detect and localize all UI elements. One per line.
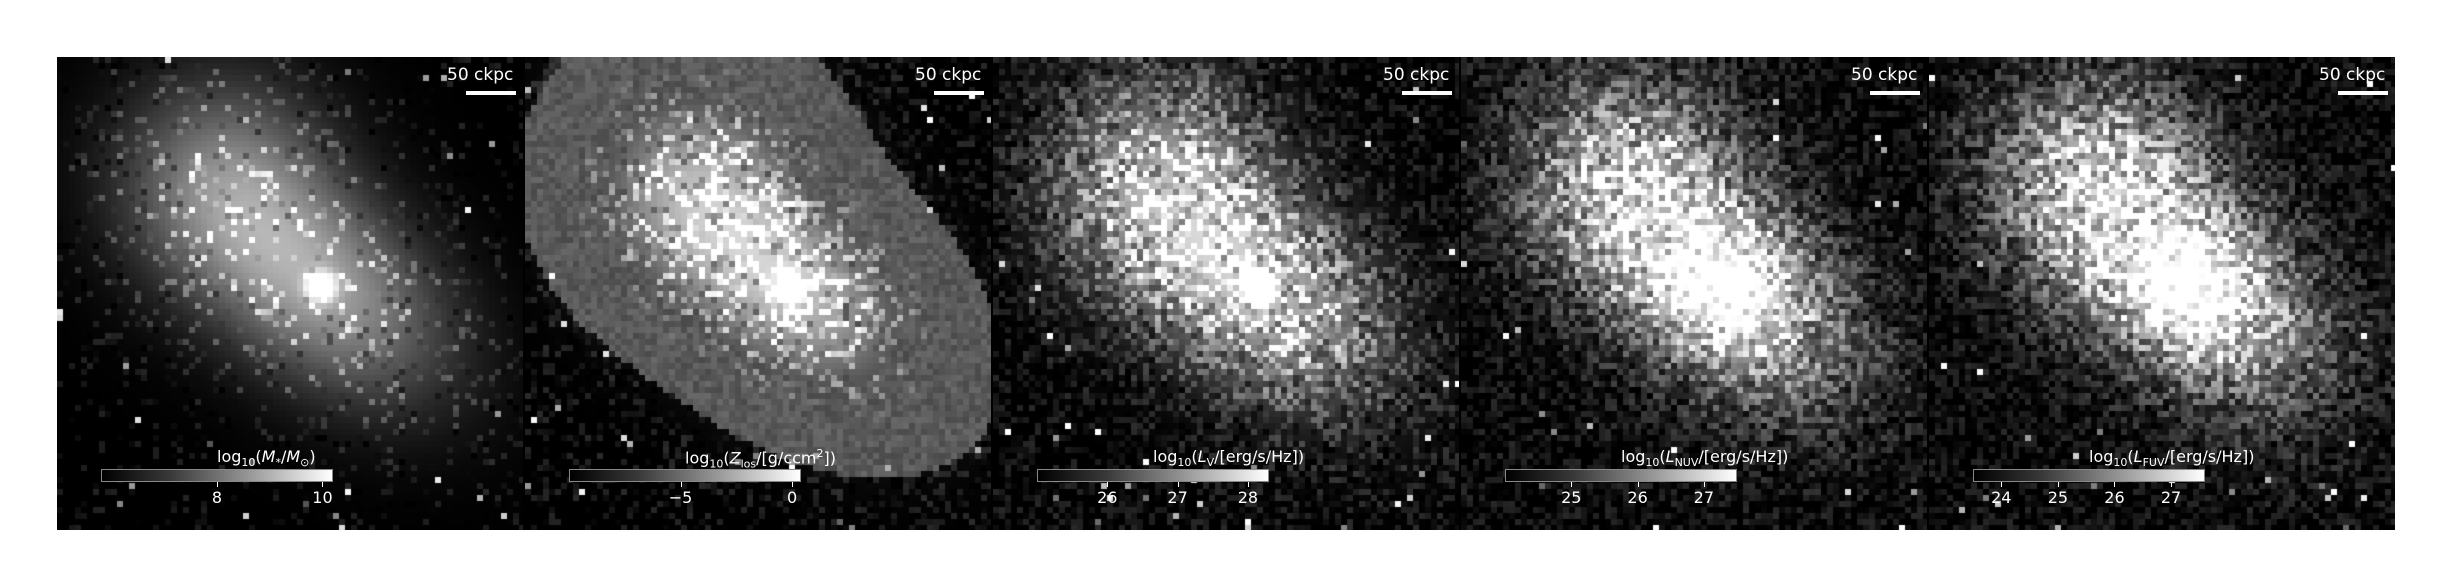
scalebar-line bbox=[1402, 91, 1452, 95]
colorbar-tick bbox=[1247, 482, 1249, 487]
colorbar-tick-label: 26 bbox=[1627, 488, 1648, 507]
colorbar-tick-label: 27 bbox=[2160, 488, 2182, 507]
colorbar-tick-label: 27 bbox=[1693, 488, 1715, 507]
colorbar bbox=[101, 469, 333, 482]
map-panel-5: 50 ckpc log10(LFUV/[erg/s/Hz]) 24 25 26 27 bbox=[1929, 57, 2395, 530]
colorbar-tick-label: 26 bbox=[1097, 488, 1118, 507]
colorbar-tick bbox=[2171, 482, 2173, 487]
colorbar-title: log10(LFUV/[erg/s/Hz]) bbox=[2089, 447, 2255, 470]
map-panel-1: 50 ckpc log10(M*/M⊙) 8 10 bbox=[57, 57, 523, 530]
galaxy-map-image bbox=[1929, 57, 2395, 530]
colorbar bbox=[569, 469, 801, 482]
colorbar-tick bbox=[322, 482, 324, 487]
scalebar-line bbox=[1870, 91, 1920, 95]
colorbar-tick bbox=[792, 482, 794, 487]
scalebar-label: 50 ckpc bbox=[1851, 65, 1918, 85]
colorbar-title: log10(LNUV/[erg/s/Hz]) bbox=[1621, 447, 1789, 470]
colorbar-tick bbox=[1571, 482, 1573, 487]
figure-strip: 50 ckpc log10(M*/M⊙) 8 10 50 ckpc log10(Zlos/… bbox=[57, 57, 2395, 530]
colorbar-tick-label: 25 bbox=[1561, 488, 1582, 507]
scalebar-label: 50 ckpc bbox=[915, 65, 982, 85]
colorbar-tick bbox=[2057, 482, 2059, 487]
colorbar-tick-label: 24 bbox=[1991, 488, 2012, 507]
colorbar-tick bbox=[2001, 482, 2003, 487]
scalebar-line bbox=[466, 91, 516, 95]
colorbar-tick-label: 25 bbox=[2047, 488, 2069, 507]
colorbar bbox=[1973, 469, 2205, 482]
map-panel-2: 50 ckpc log10(Zlos/[g/ccm2]) −5 0 bbox=[525, 57, 991, 530]
scalebar-label: 50 ckpc bbox=[447, 65, 514, 85]
colorbar-title: log10(Zlos/[g/ccm2]) bbox=[685, 447, 836, 471]
galaxy-map-image bbox=[1461, 57, 1927, 530]
scalebar-line bbox=[2338, 91, 2388, 95]
colorbar-tick-label: −5 bbox=[668, 488, 693, 507]
scalebar-label: 50 ckpc bbox=[2319, 65, 2386, 85]
galaxy-map-image bbox=[993, 57, 1459, 530]
scalebar-line bbox=[934, 91, 984, 95]
colorbar-tick bbox=[1177, 482, 1179, 487]
colorbar-tick bbox=[2114, 482, 2116, 487]
galaxy-map-image bbox=[57, 57, 523, 530]
galaxy-map-image bbox=[525, 57, 991, 530]
colorbar-tick-label: 10 bbox=[312, 488, 333, 507]
scalebar-label: 50 ckpc bbox=[1383, 65, 1450, 85]
colorbar-tick bbox=[1107, 482, 1109, 487]
colorbar-tick-label: 26 bbox=[2104, 488, 2125, 507]
colorbar-title: log10(LV/[erg/s/Hz]) bbox=[1153, 447, 1305, 470]
colorbar-tick-label: 28 bbox=[1237, 488, 1259, 507]
colorbar-tick bbox=[1637, 482, 1639, 487]
map-panel-3: 50 ckpc log10(LV/[erg/s/Hz]) 26 27 28 bbox=[993, 57, 1459, 530]
map-panel-4: 50 ckpc log10(LNUV/[erg/s/Hz]) 25 26 27 bbox=[1461, 57, 1927, 530]
colorbar-tick-label: 8 bbox=[211, 488, 223, 507]
colorbar bbox=[1505, 469, 1737, 482]
colorbar bbox=[1037, 469, 1269, 482]
colorbar-tick bbox=[1703, 482, 1705, 487]
colorbar-tick-label: 0 bbox=[786, 488, 798, 507]
colorbar-tick bbox=[680, 482, 682, 487]
colorbar-title: log10(M*/M⊙) bbox=[217, 447, 316, 470]
colorbar-tick-label: 27 bbox=[1167, 488, 1188, 507]
colorbar-tick bbox=[217, 482, 218, 487]
